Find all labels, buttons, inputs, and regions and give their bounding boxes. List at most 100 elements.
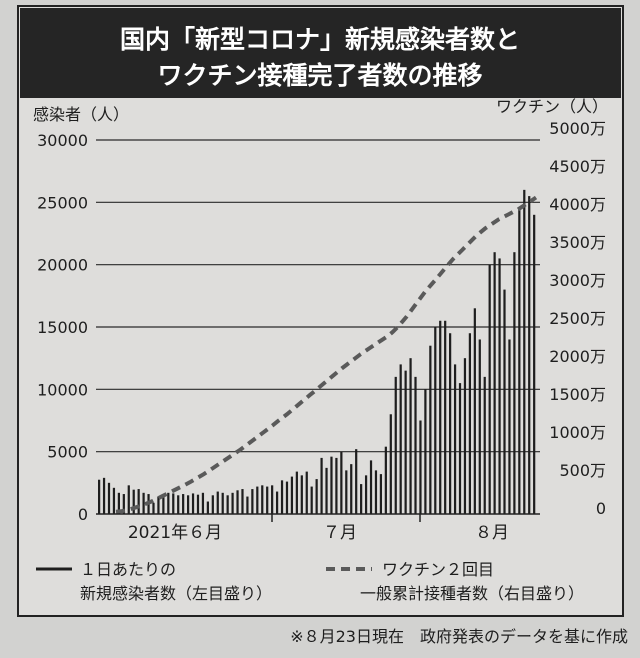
case-bar xyxy=(419,420,422,514)
case-bar xyxy=(335,457,338,514)
case-bar xyxy=(266,486,269,514)
case-bar xyxy=(463,358,467,514)
case-bar xyxy=(439,320,442,514)
title-banner xyxy=(20,8,621,98)
case-bar xyxy=(162,495,165,514)
case-bar xyxy=(142,492,145,514)
case-bar xyxy=(152,502,155,514)
case-bar xyxy=(369,460,373,514)
right-tick-label: 0 xyxy=(596,499,606,518)
case-bar xyxy=(182,494,185,514)
case-bar xyxy=(201,492,205,514)
case-bar xyxy=(191,493,195,514)
case-bar xyxy=(483,376,486,514)
case-bar xyxy=(177,495,180,514)
case-bar xyxy=(394,376,397,514)
case-bar xyxy=(355,449,358,514)
case-bar xyxy=(404,370,407,514)
case-bar xyxy=(216,491,219,514)
case-bar xyxy=(107,482,111,514)
case-bar xyxy=(488,264,491,514)
right-tick-label: 4000万 xyxy=(549,195,606,214)
legend-cases-line-1: １日あたりの xyxy=(80,560,176,579)
case-bar xyxy=(424,389,427,514)
case-bar xyxy=(379,474,383,514)
case-bar xyxy=(122,494,125,514)
case-bar xyxy=(389,414,392,514)
right-axis-ticks: 5000万 4500万 4000万 3500万 3000万 2500万 2000万 1500万… xyxy=(549,119,606,518)
right-tick-label: 3500万 xyxy=(549,233,606,252)
case-bar xyxy=(345,470,348,514)
case-bar xyxy=(211,495,214,514)
x-label-july: ７月 xyxy=(323,523,357,543)
case-bar xyxy=(518,208,521,514)
case-bar xyxy=(241,489,244,514)
case-bar xyxy=(399,364,402,514)
left-tick-label: 25000 xyxy=(37,193,88,212)
case-bar xyxy=(206,501,209,514)
case-bar xyxy=(350,464,353,514)
case-bar xyxy=(493,252,496,514)
legend-cases-line-2: 新規感染者数（左目盛り） xyxy=(80,584,272,603)
case-bar xyxy=(444,320,447,514)
case-bar xyxy=(503,289,506,514)
case-bar xyxy=(280,480,284,514)
left-tick-label: 15000 xyxy=(37,318,88,337)
case-bar xyxy=(523,189,526,514)
case-bar xyxy=(290,476,294,514)
case-bar xyxy=(478,339,481,514)
right-tick-label: 4500万 xyxy=(549,157,606,176)
right-axis-label: ワクチン（人） xyxy=(496,97,608,116)
case-bar xyxy=(473,308,476,514)
legend-vaccine-line-2: 一般累計接種者数（右目盛り） xyxy=(360,584,584,603)
left-axis-ticks: 30000 25000 20000 15000 10000 5000 0 xyxy=(37,131,88,524)
case-bar xyxy=(429,345,432,514)
case-bar xyxy=(157,496,160,514)
case-bar xyxy=(117,492,120,514)
case-bar xyxy=(127,485,130,514)
case-bar xyxy=(498,258,501,514)
case-bar xyxy=(186,495,190,514)
case-bar xyxy=(231,492,234,514)
source-note: ※８月23日現在 政府発表のデータを基に作成 xyxy=(290,627,628,646)
case-bar xyxy=(251,489,254,514)
case-bar xyxy=(360,484,363,514)
case-bar xyxy=(226,495,229,514)
case-bar xyxy=(271,485,274,514)
case-bar xyxy=(453,364,457,514)
case-bar xyxy=(261,485,264,514)
case-bar xyxy=(221,492,224,514)
case-bar xyxy=(112,487,116,514)
case-bar xyxy=(384,446,387,514)
case-bar xyxy=(340,451,343,514)
case-bar xyxy=(449,333,452,514)
left-tick-label: 30000 xyxy=(37,131,88,150)
chart-title-line-1: 国内「新型コロナ」新規感染者数と xyxy=(120,25,520,54)
right-tick-label: 5000万 xyxy=(549,119,606,138)
case-bar xyxy=(305,471,308,514)
case-bar xyxy=(364,475,368,514)
left-tick-label: 10000 xyxy=(37,380,88,399)
case-bar xyxy=(320,457,323,514)
left-tick-label: 0 xyxy=(78,505,88,524)
case-bar xyxy=(434,327,437,514)
case-bar xyxy=(295,471,298,514)
case-bar xyxy=(330,456,333,514)
case-bar xyxy=(533,214,536,515)
case-bar xyxy=(374,470,378,514)
case-bar xyxy=(409,358,412,514)
case-bar xyxy=(172,493,175,514)
case-bar xyxy=(167,492,170,514)
right-tick-label: 2000万 xyxy=(549,347,606,366)
right-tick-label: 1500万 xyxy=(549,385,606,404)
left-tick-label: 20000 xyxy=(37,256,88,275)
case-bar xyxy=(468,333,472,514)
chart-title-line-2: ワクチン接種完了者数の推移 xyxy=(157,61,482,90)
daily-case-bars xyxy=(98,189,536,515)
left-axis-label: 感染者（人） xyxy=(33,105,129,124)
case-bar xyxy=(285,481,289,514)
case-bar xyxy=(275,491,279,514)
right-tick-label: 2500万 xyxy=(549,309,606,328)
case-bar xyxy=(315,479,318,514)
